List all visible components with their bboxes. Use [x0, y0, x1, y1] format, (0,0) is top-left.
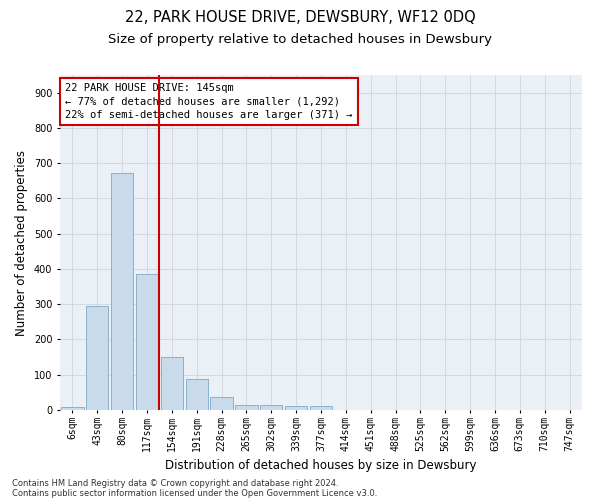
Bar — [111, 173, 133, 410]
Bar — [211, 397, 233, 410]
Bar — [260, 405, 283, 410]
Text: 22 PARK HOUSE DRIVE: 145sqm
← 77% of detached houses are smaller (1,292)
22% of : 22 PARK HOUSE DRIVE: 145sqm ← 77% of det… — [65, 84, 353, 120]
Bar — [310, 406, 332, 410]
Bar — [61, 407, 83, 410]
Bar — [235, 404, 257, 410]
Bar — [185, 379, 208, 410]
Bar — [86, 306, 109, 410]
Text: 22, PARK HOUSE DRIVE, DEWSBURY, WF12 0DQ: 22, PARK HOUSE DRIVE, DEWSBURY, WF12 0DQ — [125, 10, 475, 25]
X-axis label: Distribution of detached houses by size in Dewsbury: Distribution of detached houses by size … — [165, 459, 477, 472]
Bar — [285, 406, 307, 410]
Text: Size of property relative to detached houses in Dewsbury: Size of property relative to detached ho… — [108, 32, 492, 46]
Y-axis label: Number of detached properties: Number of detached properties — [16, 150, 28, 336]
Text: Contains public sector information licensed under the Open Government Licence v3: Contains public sector information licen… — [12, 488, 377, 498]
Bar — [161, 357, 183, 410]
Text: Contains HM Land Registry data © Crown copyright and database right 2024.: Contains HM Land Registry data © Crown c… — [12, 478, 338, 488]
Bar — [136, 274, 158, 410]
